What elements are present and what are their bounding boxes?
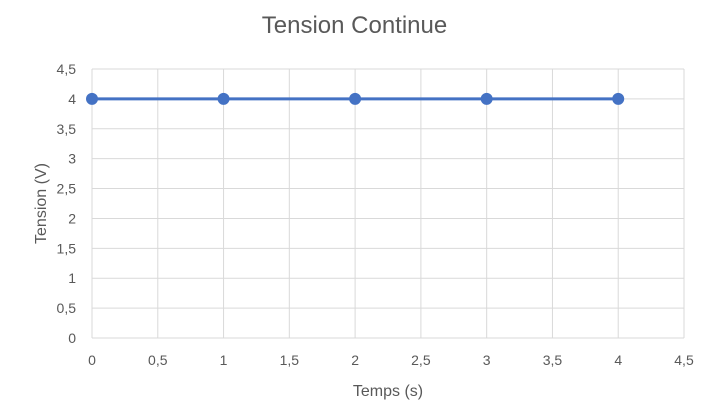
- data-point: [612, 92, 625, 105]
- data-point: [349, 92, 362, 105]
- x-tick-label: 0: [88, 352, 96, 368]
- x-tick-label: 1: [220, 352, 228, 368]
- y-tick-label: 4: [68, 91, 76, 107]
- y-axis-title: Tension (V): [33, 163, 50, 244]
- data-point: [86, 92, 98, 105]
- y-tick-label: 1: [68, 270, 76, 286]
- y-tick-label: 0: [68, 330, 76, 346]
- x-tick-label: 3,5: [543, 352, 563, 368]
- y-tick-label: 4,5: [57, 61, 77, 77]
- x-tick-label: 4,5: [674, 352, 694, 368]
- x-tick-label: 3: [483, 352, 491, 368]
- x-tick-label: 2: [351, 352, 359, 368]
- y-tick-label: 3,5: [57, 121, 77, 137]
- x-tick-label: 0,5: [148, 352, 168, 368]
- y-tick-label: 0,5: [57, 300, 77, 316]
- x-axis-title: Temps (s): [353, 383, 423, 400]
- y-tick-label: 3: [68, 151, 76, 167]
- data-point: [480, 92, 493, 105]
- y-tick-label: 2: [68, 210, 76, 226]
- data-point: [217, 92, 230, 105]
- chart-title: Tension Continue: [261, 12, 448, 39]
- x-tick-label: 4: [614, 352, 622, 368]
- x-tick-label: 1,5: [280, 352, 300, 368]
- x-tick-label: 2,5: [411, 352, 431, 368]
- y-tick-label: 1,5: [57, 240, 77, 256]
- y-tick-label: 2,5: [57, 181, 77, 197]
